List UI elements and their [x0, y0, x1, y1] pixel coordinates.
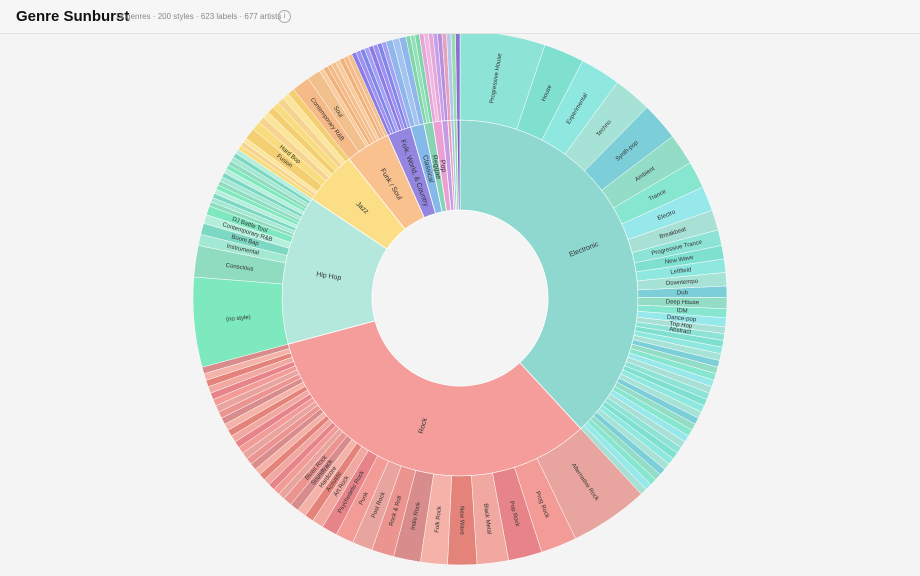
arcs	[192, 34, 728, 566]
style-label: Deep House	[666, 300, 700, 307]
style-label: Punk	[359, 490, 371, 506]
style-label: Dance-pop	[667, 315, 697, 324]
center-hole	[373, 211, 547, 385]
genre-label: Pop	[438, 160, 447, 173]
style-label: Conscious	[225, 263, 254, 273]
style-label: (no style)	[226, 315, 251, 323]
header: Genre Sunburst 14 genres · 200 styles · …	[0, 0, 920, 34]
info-button[interactable]: i	[278, 10, 291, 23]
genre-label: Rock	[418, 417, 429, 435]
genre-label: Reggae	[430, 154, 441, 179]
style-label: Indie Rock	[411, 501, 423, 531]
style-label: IDM	[676, 308, 687, 315]
style-arc	[455, 34, 461, 121]
style-label: New Wave	[665, 255, 695, 266]
style-label: Soul	[332, 106, 344, 119]
style-label: Folk Rock	[435, 505, 444, 533]
style-label: Downtempo	[666, 279, 699, 287]
style-label: Black Metal	[482, 503, 492, 535]
page-title: Genre Sunburst	[16, 8, 130, 25]
stats: 14 genres · 200 styles · 623 labels · 67…	[115, 12, 282, 21]
style-label: New Wave	[458, 506, 464, 535]
style-label: Dub	[677, 290, 689, 296]
style-label: Leftfield	[670, 267, 692, 276]
genre-label: Hip Hop	[316, 271, 342, 282]
style-label: Abstract	[669, 327, 692, 336]
style-label: Trip Hop	[669, 321, 693, 330]
